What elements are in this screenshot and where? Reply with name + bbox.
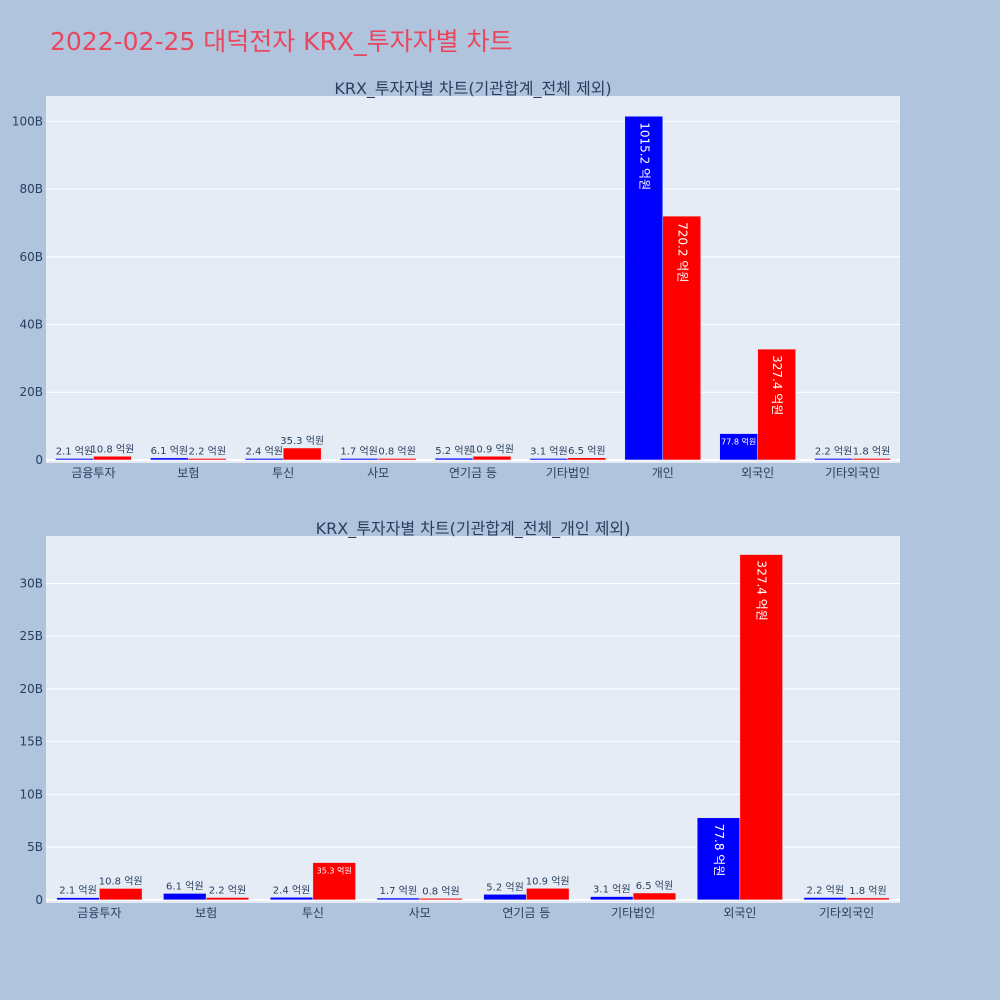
data-label: 2.4 억원 [246, 445, 283, 457]
data-label: 6.1 억원 [151, 445, 188, 457]
y-tick-label: 100B [12, 114, 43, 128]
bar [567, 457, 607, 461]
bar [150, 457, 189, 461]
x-tick-label: 개인 [652, 466, 674, 480]
data-label: 0.8 억원 [378, 445, 415, 457]
bar [852, 458, 891, 461]
x-tick-label: 보험 [177, 466, 199, 480]
data-label: 35.3 억원 [280, 435, 324, 447]
page-title: 2022-02-25 대덕전자 KRX_투자자별 차트 [50, 27, 513, 56]
data-label: 10.8 억원 [90, 443, 134, 455]
data-label: 1015.2 억원 [637, 122, 651, 190]
bar [757, 348, 796, 461]
bar [624, 115, 664, 461]
data-label: 2.1 억원 [56, 445, 93, 457]
bar [93, 456, 132, 461]
data-label: 77.8 억원 [721, 437, 756, 447]
bar [472, 456, 512, 461]
bar [662, 215, 701, 461]
y-tick-label: 60B [19, 250, 43, 264]
bar [55, 458, 94, 461]
x-tick-label: 투신 [272, 466, 294, 480]
x-tick-label: 기타법인 [546, 466, 590, 480]
y-tick-label: 80B [19, 182, 43, 196]
y-tick-label: 20B [19, 385, 43, 399]
bar [434, 457, 474, 461]
bar [814, 458, 853, 461]
data-label: 2.2 억원 [815, 445, 852, 457]
data-label: 1.8 억원 [853, 445, 890, 457]
x-tick-label: 금융투자 [71, 466, 115, 480]
data-label: 1.7 억원 [340, 445, 377, 457]
data-label: 5.2 억원 [435, 445, 472, 457]
chart-title: KRX_투자자별 차트(기관합계_전체 제외) [334, 79, 611, 99]
x-tick-label: 기타외국인 [825, 466, 880, 480]
x-tick-label: 사모 [367, 466, 389, 480]
x-tick-label: 외국인 [741, 466, 774, 480]
data-label: 327.4 억원 [770, 355, 784, 415]
y-tick-label: 0 [35, 453, 43, 467]
bar [719, 433, 758, 461]
y-tick-label: 40B [19, 318, 43, 332]
bar [339, 458, 379, 461]
data-label: 6.5 억원 [568, 445, 605, 457]
data-label: 10.9 억원 [470, 443, 514, 455]
x-tick-label: 연기금 등 [449, 466, 497, 480]
bar [245, 458, 284, 461]
data-label: 3.1 억원 [530, 445, 567, 457]
data-label: 2.2 억원 [189, 445, 226, 457]
bar [529, 458, 569, 461]
bar [282, 447, 322, 461]
bar [377, 458, 417, 461]
data-label: 720.2 억원 [675, 222, 689, 282]
bar [188, 458, 227, 461]
